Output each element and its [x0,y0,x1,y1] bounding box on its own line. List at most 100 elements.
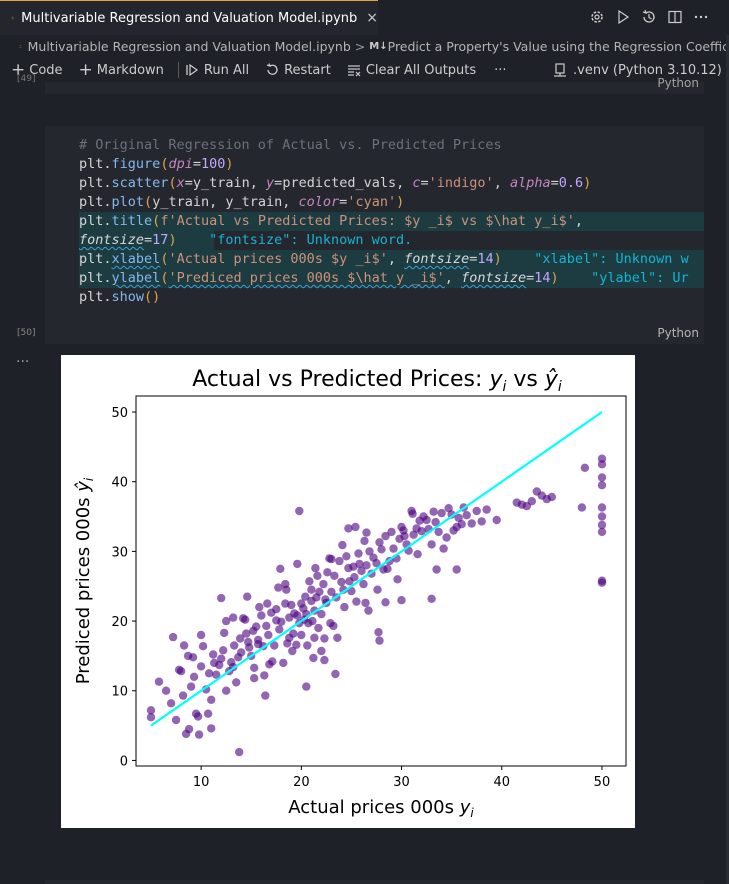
scatter-point [310,633,319,642]
code-line: plt.figure(dpi=100) [79,156,234,172]
scatter-point [547,492,556,502]
history-icon[interactable] [641,9,657,25]
clear-outputs-icon [347,65,361,77]
scatter-point [338,540,347,550]
tab-title: Multivariable Regression and Valuation M… [21,10,358,26]
scatter-point [281,579,290,589]
scatter-point [577,503,587,512]
scrollbar-track[interactable] [726,35,729,884]
restart-button[interactable]: Restart [265,63,331,78]
scatter-point [196,662,206,671]
scatter-point [307,585,316,594]
scatter-point [439,544,448,553]
scatter-point [264,630,273,640]
toolbar-more-icon[interactable]: ··· [494,62,507,78]
scatter-point [274,583,283,592]
scatter-point [383,564,392,573]
scatter-point [154,677,164,686]
cell-language-label[interactable]: Python [657,76,699,90]
scatter-point [241,615,250,624]
cell-language-label[interactable]: Python [657,326,699,340]
notebook-tab[interactable]: Multivariable Regression and Valuation M… [0,0,378,35]
scatter-point [255,602,264,612]
scatter-point [314,623,323,633]
scatter-point [252,622,261,631]
y-tick-label: 30 [111,545,128,560]
scatter-point [222,616,231,626]
add-markdown-button[interactable]: + Markdown [79,62,164,79]
code-line: plt.title(f'Actual vs Predicted Prices: … [79,213,583,229]
scatter-point [161,686,171,695]
x-tick-label: 30 [393,775,410,790]
scatter-point [189,672,199,681]
code-editor[interactable]: # Original Regression of Actual vs. Pred… [79,136,689,307]
scatter-point [272,605,281,614]
scatter-point [427,540,436,549]
scatter-point [434,527,443,537]
scatter-point [326,619,335,628]
run-icon[interactable] [615,9,631,25]
scatter-point [230,641,239,650]
scatter-point [377,545,386,554]
scatter-point [357,566,366,576]
scatter-point [219,646,228,655]
selection-highlight [79,250,704,269]
settings-gear-icon[interactable] [589,9,605,25]
scatter-point [308,616,317,626]
kernel-picker[interactable]: .venv (Python 3.10.12) [553,58,722,82]
x-tick-label: 20 [293,775,310,790]
plot-area-frame [135,395,627,767]
scatter-point [374,628,383,637]
scatter-point [365,547,374,556]
y-tick-label: 10 [111,685,128,700]
scatter-point [437,508,446,518]
selection-highlight [79,212,704,231]
output-more-icon[interactable]: ··· [16,354,30,370]
breadcrumb-file[interactable]: Multivariable Regression and Valuation M… [27,38,351,54]
scatter-point [597,578,607,587]
scatter-point [232,678,241,687]
code-cell[interactable]: # Original Regression of Actual vs. Pred… [45,126,704,344]
scatter-point [373,585,382,594]
scatter-point [387,527,396,537]
scatter-point [457,520,466,529]
scatter-point [472,506,481,516]
split-editor-icon[interactable] [667,9,683,25]
scatter-point [342,552,351,561]
add-code-button[interactable]: + Code [11,62,63,79]
scatter-point [229,613,238,622]
scatter-point [477,517,486,526]
scatter-point [276,564,285,573]
scatter-point [317,609,326,619]
tab-close-icon[interactable]: × [366,10,378,26]
scatter-point [359,579,368,589]
y-tick-label: 50 [111,406,128,421]
scatter-point [237,648,246,657]
restart-icon [266,63,278,75]
spellcheck-warning: "ylabel": Ur [591,270,689,286]
scatter-point [323,568,332,577]
previous-cell[interactable]: [49] Python [17,74,704,94]
clear-outputs-button[interactable]: Clear All Outputs [347,63,476,78]
scatter-point [354,549,363,558]
run-all-button[interactable]: Run All [185,63,249,78]
scatter-point [355,559,364,569]
add-markdown-label: Markdown [96,62,164,78]
scatter-chart: 10 20 30 40 50 0 10 20 30 40 50 Actual vs Predicte… [73,367,627,820]
more-icon[interactable] [693,9,709,25]
scatter-point [292,640,301,649]
scatter-point [417,527,426,536]
scatter-point [333,633,342,642]
scatter-point [597,473,607,482]
scatter-point [364,606,373,615]
scatter-point [527,497,536,506]
breadcrumb-section[interactable]: Predict a Property's Value using the Reg… [387,38,729,54]
scatter-point [339,585,348,594]
scatter-point [257,611,266,620]
toolbar-divider [177,62,179,78]
scatter-point [171,715,181,725]
scatter-point [268,657,277,666]
code-line: plt.scatter(x=y_train, y=predicted_vals,… [79,175,592,191]
scatter-point [301,592,310,601]
scatter-point [313,571,322,580]
